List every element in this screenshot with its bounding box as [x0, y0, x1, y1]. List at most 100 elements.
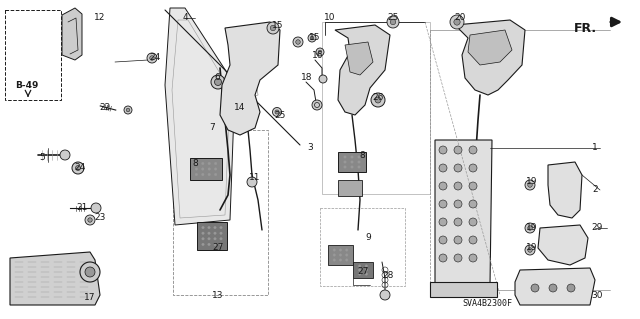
Circle shape [91, 203, 101, 213]
Text: 13: 13 [212, 291, 224, 300]
Circle shape [344, 156, 346, 158]
Text: 24: 24 [149, 54, 161, 63]
Circle shape [525, 180, 535, 190]
Circle shape [85, 215, 95, 225]
Circle shape [339, 249, 342, 251]
Circle shape [214, 173, 217, 176]
Circle shape [208, 232, 210, 234]
Circle shape [439, 200, 447, 208]
Circle shape [308, 34, 316, 42]
Circle shape [310, 36, 314, 40]
Circle shape [528, 226, 532, 230]
Text: 6: 6 [214, 73, 220, 83]
Bar [5, 10, 61, 100]
Circle shape [469, 164, 477, 172]
Circle shape [211, 75, 225, 89]
Text: 19: 19 [526, 177, 538, 187]
Circle shape [365, 273, 367, 275]
Circle shape [365, 269, 367, 271]
Text: 11: 11 [249, 174, 260, 182]
Circle shape [318, 50, 322, 54]
Circle shape [214, 232, 216, 234]
Circle shape [60, 150, 70, 160]
Circle shape [85, 267, 95, 277]
Circle shape [531, 284, 539, 292]
Circle shape [344, 166, 346, 168]
Bar [320, 208, 405, 286]
Bar [338, 180, 362, 196]
Circle shape [454, 254, 462, 262]
Text: 16: 16 [312, 50, 324, 60]
Circle shape [454, 164, 462, 172]
Circle shape [273, 108, 282, 116]
Circle shape [247, 177, 257, 187]
Circle shape [208, 238, 210, 240]
Circle shape [124, 106, 132, 114]
Text: 22: 22 [99, 103, 111, 113]
Circle shape [202, 232, 204, 234]
Circle shape [72, 162, 84, 174]
Circle shape [469, 218, 477, 226]
Polygon shape [468, 30, 512, 65]
Circle shape [469, 182, 477, 190]
Text: 15: 15 [309, 33, 321, 42]
Text: 1: 1 [592, 144, 598, 152]
Circle shape [439, 164, 447, 172]
Text: 15: 15 [272, 20, 284, 29]
Circle shape [230, 109, 234, 115]
Circle shape [202, 243, 204, 246]
Circle shape [214, 78, 221, 85]
Circle shape [220, 243, 222, 246]
Circle shape [220, 232, 222, 234]
Bar [338, 152, 366, 172]
Circle shape [214, 226, 216, 229]
Circle shape [214, 238, 216, 240]
Text: 21: 21 [76, 204, 88, 212]
Text: 20: 20 [454, 13, 466, 23]
Text: 17: 17 [84, 293, 96, 302]
Text: 23: 23 [94, 213, 106, 222]
Circle shape [339, 254, 342, 256]
Circle shape [214, 162, 217, 165]
Circle shape [439, 218, 447, 226]
Text: B-49: B-49 [15, 81, 38, 90]
Circle shape [549, 284, 557, 292]
Polygon shape [455, 20, 525, 95]
Circle shape [220, 226, 222, 229]
Text: 26: 26 [372, 93, 384, 102]
Circle shape [195, 173, 198, 176]
Circle shape [439, 182, 447, 190]
Text: 27: 27 [212, 243, 224, 253]
Circle shape [387, 16, 399, 28]
Text: 7: 7 [209, 123, 215, 132]
Circle shape [333, 249, 335, 251]
Circle shape [358, 265, 361, 267]
Circle shape [208, 243, 210, 246]
Circle shape [351, 161, 353, 163]
Circle shape [358, 273, 361, 275]
Circle shape [454, 218, 462, 226]
Text: 25: 25 [387, 13, 399, 23]
Circle shape [339, 259, 342, 261]
Circle shape [202, 173, 204, 176]
Polygon shape [165, 8, 235, 225]
Circle shape [202, 168, 204, 170]
Bar [353, 262, 373, 278]
Circle shape [469, 146, 477, 154]
Circle shape [150, 56, 154, 60]
Text: 8: 8 [359, 151, 365, 160]
Text: 19: 19 [526, 243, 538, 253]
Circle shape [346, 259, 348, 261]
Text: 4: 4 [182, 13, 188, 23]
Circle shape [375, 97, 381, 103]
Text: 2: 2 [592, 186, 598, 195]
Text: FR.: FR. [574, 22, 597, 35]
Circle shape [525, 223, 535, 233]
Circle shape [214, 168, 217, 170]
Circle shape [351, 156, 353, 158]
Bar [190, 158, 222, 180]
Circle shape [439, 146, 447, 154]
Polygon shape [220, 22, 280, 135]
Text: SVA4B2300F: SVA4B2300F [462, 299, 512, 308]
Bar [173, 130, 268, 295]
